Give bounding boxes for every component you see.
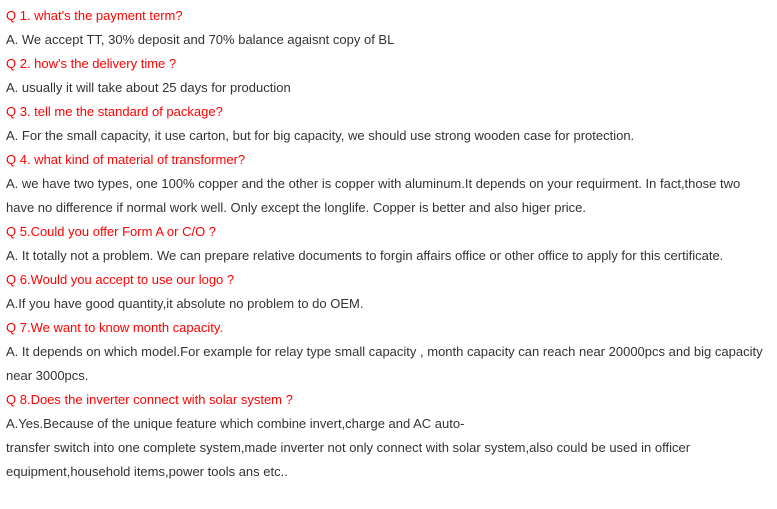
faq-answer-6: A.If you have good quantity,it absolute … — [6, 292, 771, 316]
faq-question-1: Q 1. what's the payment term? — [6, 4, 771, 28]
faq-question-8: Q 8.Does the inverter connect with solar… — [6, 388, 771, 412]
faq-answer-3: A. For the small capacity, it use carton… — [6, 124, 771, 148]
faq-answer-4: A. we have two types, one 100% copper an… — [6, 172, 771, 220]
faq-answer-1: A. We accept TT, 30% deposit and 70% bal… — [6, 28, 771, 52]
faq-answer-5: A. It totally not a problem. We can prep… — [6, 244, 771, 268]
faq-question-4: Q 4. what kind of material of transforme… — [6, 148, 771, 172]
faq-question-5: Q 5.Could you offer Form A or C/O ? — [6, 220, 771, 244]
faq-question-2: Q 2. how's the delivery time ? — [6, 52, 771, 76]
faq-answer-2: A. usually it will take about 25 days fo… — [6, 76, 771, 100]
faq-list: Q 1. what's the payment term? A. We acce… — [6, 4, 771, 484]
faq-answer-8-line1: A.Yes.Because of the unique feature whic… — [6, 412, 771, 436]
faq-question-7: Q 7.We want to know month capacity. — [6, 316, 771, 340]
faq-question-3: Q 3. tell me the standard of package? — [6, 100, 771, 124]
faq-question-6: Q 6.Would you accept to use our logo ? — [6, 268, 771, 292]
faq-answer-8-line2: transfer switch into one complete system… — [6, 436, 771, 484]
faq-answer-7: A. It depends on which model.For example… — [6, 340, 771, 388]
